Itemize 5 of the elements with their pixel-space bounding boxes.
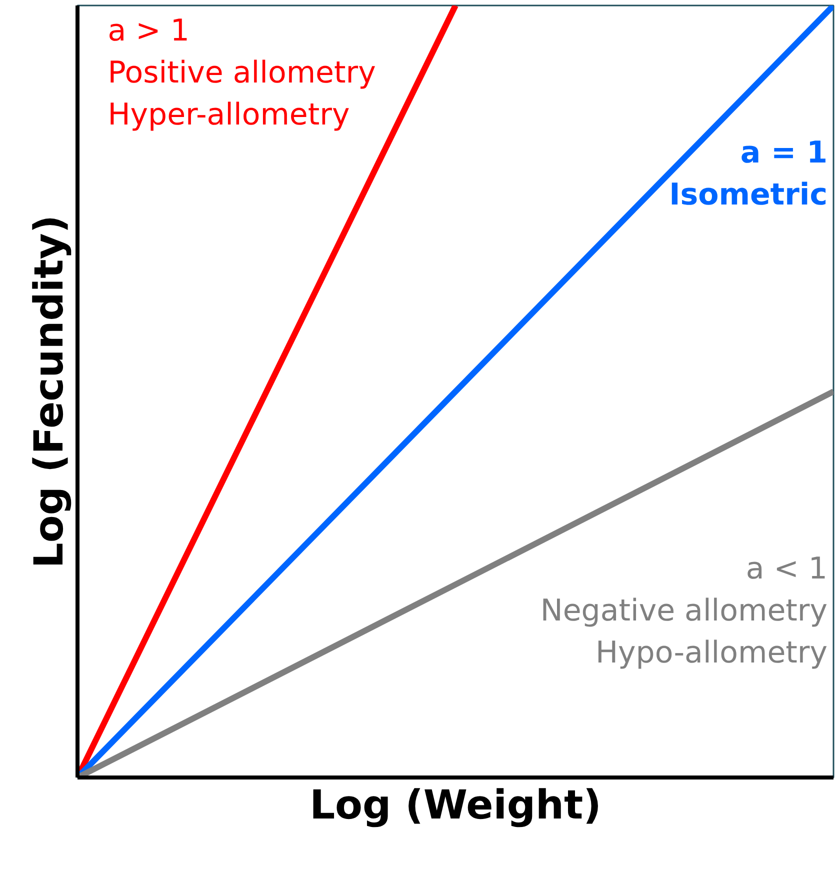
y-axis-title: Log (Fecundity) <box>26 214 72 568</box>
series-label: a < 1 Negative allometry Hypo-allometry <box>540 552 828 670</box>
series-label: a > 1 Positive allometry Hyper-allometry <box>108 14 376 132</box>
x-axis-title: Log (Weight) <box>310 782 602 828</box>
series-label: a = 1 Isometric <box>669 136 828 212</box>
